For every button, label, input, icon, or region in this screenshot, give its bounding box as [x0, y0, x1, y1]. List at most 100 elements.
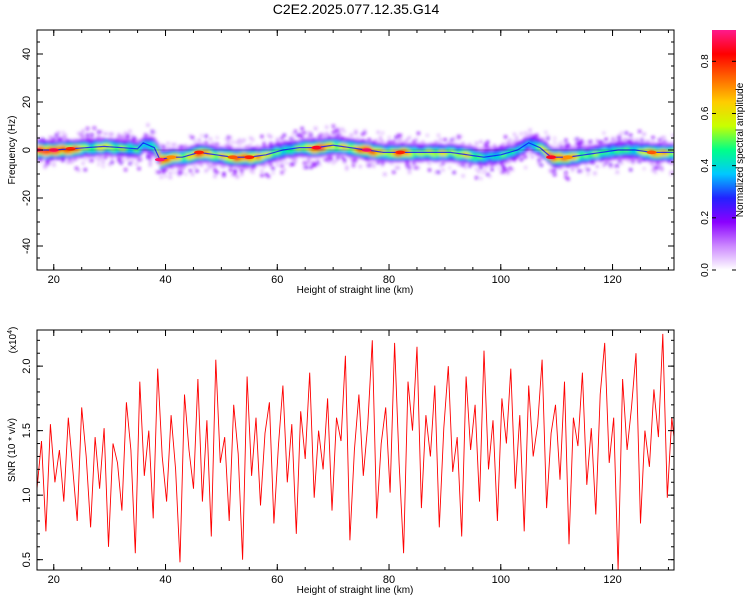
spectrogram-cell	[186, 157, 190, 160]
spectrogram-cell	[146, 151, 150, 155]
spectrogram-cell	[81, 153, 85, 157]
spectrogram-cell	[173, 149, 177, 153]
spectrogram-cell	[253, 149, 257, 152]
spectrogram-cell	[546, 160, 550, 164]
spectrogram-cell	[553, 158, 557, 162]
spectrogram-cell	[352, 144, 355, 148]
spectrogram-cell	[320, 137, 324, 140]
spectrogram-cell	[316, 142, 320, 145]
spectrogram-cell	[401, 144, 405, 148]
spectrogram-cell	[463, 146, 467, 150]
spectrogram-cell	[484, 160, 487, 164]
spectrogram-cell	[535, 146, 539, 150]
spectrogram-cell	[421, 149, 425, 152]
spectrogram-cell	[379, 155, 382, 158]
spectrogram-cell	[320, 132, 324, 136]
spectrogram-cell	[450, 157, 454, 161]
spectrogram-cell	[506, 158, 510, 162]
spectrogram-cell	[108, 150, 112, 153]
spectrogram-cell	[300, 150, 304, 154]
spectrogram-cell	[128, 155, 132, 159]
spectrogram-cell	[381, 148, 385, 152]
spectrogram-cell	[656, 144, 659, 148]
spectrogram-cell	[513, 154, 516, 158]
spectrogram-cell	[370, 158, 373, 161]
spectrogram-cell	[311, 137, 315, 141]
spectrogram-cell	[658, 162, 662, 165]
spectrogram-cell	[162, 147, 166, 150]
spectrogram-cell	[412, 162, 416, 165]
spectrogram-cell	[52, 138, 56, 141]
spectrogram-cell	[209, 144, 212, 147]
spectrogram-cell	[180, 151, 183, 155]
spectrogram-cell	[139, 156, 143, 159]
spectrogram-cell	[90, 152, 94, 156]
spectrogram-cell	[343, 147, 347, 151]
colorbar-tick-label: 0.6	[700, 106, 711, 120]
spectrogram-cell	[555, 162, 559, 166]
spectrogram-cell	[86, 153, 90, 156]
spectrogram-cell	[566, 145, 570, 149]
spectrogram-cell	[363, 144, 367, 147]
spectrogram-cell	[173, 171, 177, 174]
spectrogram-cell	[615, 151, 619, 155]
spectrogram-cell	[611, 136, 615, 140]
spectrogram-cell	[638, 142, 642, 146]
spectrogram-cell	[595, 150, 599, 153]
spectrogram-cell	[61, 150, 65, 154]
spectrogram-cell	[580, 141, 583, 145]
spectrogram-cell	[66, 154, 69, 158]
spectrogram-cell	[528, 135, 532, 138]
spectrogram-cell	[432, 160, 436, 163]
spectrogram-cell	[595, 147, 599, 151]
spectrogram-cell	[189, 149, 192, 153]
spectrogram-cell	[52, 155, 56, 159]
spectrogram-cell	[173, 151, 177, 155]
spectrogram-cell	[459, 146, 463, 149]
spectrogram-cell	[124, 131, 128, 135]
spectrogram-cell	[526, 147, 530, 151]
spectrogram-cell	[414, 166, 418, 170]
spectrogram-cell	[501, 164, 505, 167]
spectrogram-cell	[363, 150, 367, 154]
spectrogram-cell	[535, 133, 539, 137]
spectrogram-cell	[394, 147, 398, 150]
spectrogram-cell	[618, 146, 621, 150]
spectrogram-cell	[437, 170, 440, 174]
spectrogram-cell	[276, 155, 280, 158]
spectrogram-cell	[501, 144, 505, 148]
spectrogram-cell	[577, 150, 581, 154]
spectrogram-cell	[452, 158, 456, 161]
spectrogram-cell	[633, 146, 637, 150]
spectrogram-cell	[133, 145, 136, 148]
spectrogram-cell	[606, 157, 610, 160]
spectrogram-cell	[282, 155, 286, 159]
spectrogram-cell	[517, 151, 521, 154]
spectrogram-cell	[419, 153, 423, 157]
spectrogram-cell	[341, 156, 344, 159]
spectrogram-cell	[515, 149, 519, 153]
spectrogram-cell	[437, 147, 440, 150]
spectrogram-cell	[43, 144, 47, 148]
spectrogram-cell	[468, 156, 472, 159]
spectrogram-cell	[484, 158, 487, 162]
spectrogram-cell	[282, 140, 286, 144]
spectrogram-cell	[405, 160, 409, 163]
spectrogram-cell	[202, 147, 206, 151]
spectrogram-cell	[61, 139, 65, 143]
spectrogram-cell	[455, 149, 458, 153]
spectrogram-cell	[539, 144, 543, 148]
spectrogram-cell	[575, 146, 579, 150]
spectrogram-cell	[477, 157, 481, 161]
spectrogram-cell	[613, 151, 617, 155]
spectrogram-cell	[609, 158, 613, 162]
spectrogram-cell	[54, 153, 58, 156]
spectrogram-cell	[408, 142, 411, 146]
spectrogram-cell	[231, 149, 235, 153]
spectrogram-cell	[128, 151, 132, 155]
spectrogram-cell	[354, 145, 358, 148]
spectrogram-cell	[200, 155, 204, 159]
spectrogram-cell	[421, 157, 425, 161]
spectrogram-cell	[99, 147, 103, 151]
spectrogram-cell	[665, 157, 668, 161]
